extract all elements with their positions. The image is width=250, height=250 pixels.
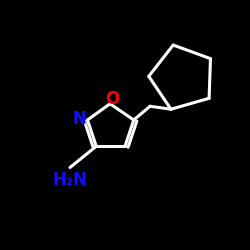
Text: H₂N: H₂N [52,171,88,189]
Text: O: O [106,90,120,108]
Text: N: N [72,110,86,128]
